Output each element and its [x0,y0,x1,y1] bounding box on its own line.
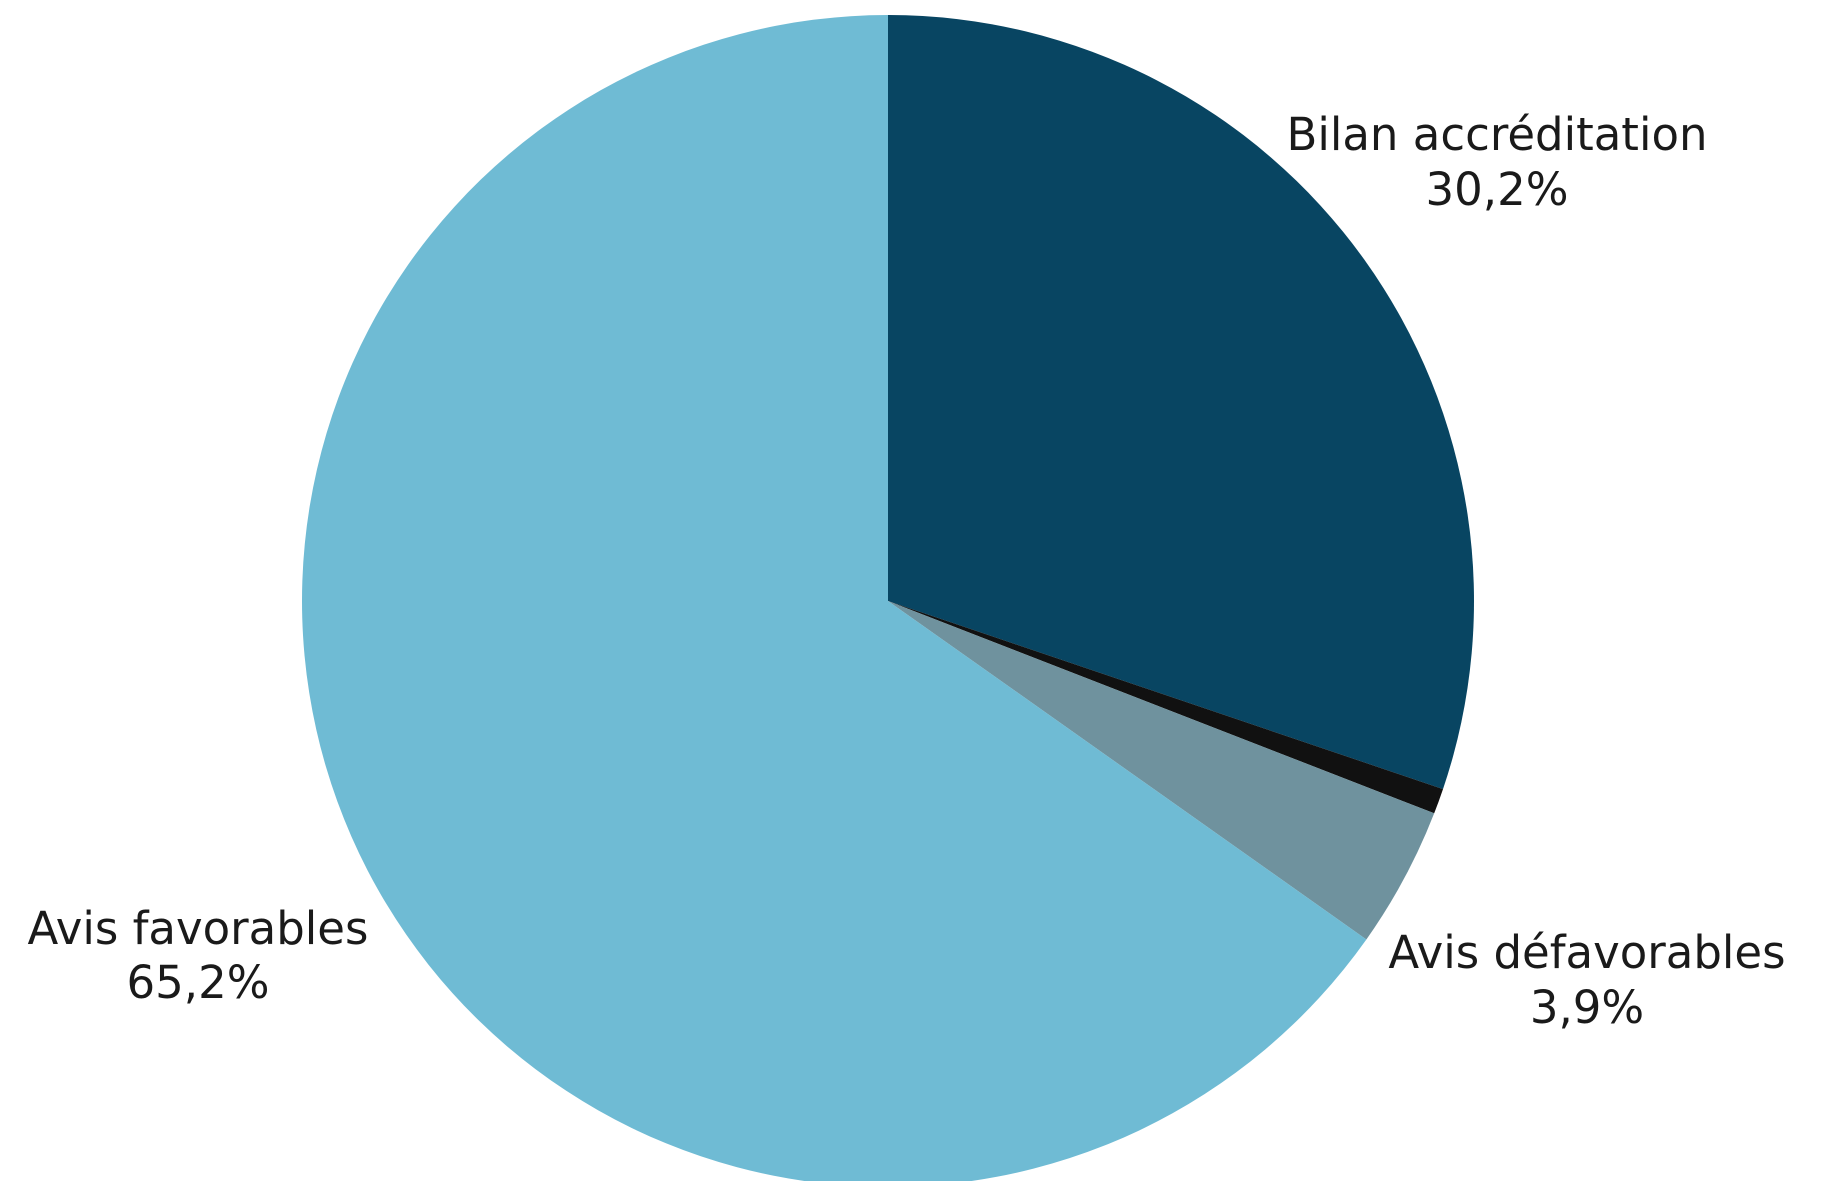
slice-value-avis-favorables: 65,2% [127,956,270,1009]
pie-slice-unlabeled [888,601,1443,814]
slice-value-avis-d-favorables: 3,9% [1530,981,1644,1034]
pie-slice-bilan-accr-ditation [888,15,1474,790]
slice-label-bilan-accr-ditation: Bilan accréditation [1286,108,1707,161]
slice-label-avis-favorables: Avis favorables [28,902,369,955]
pie-slice-avis-d-favorables [888,601,1435,940]
pie-slices [301,15,1474,1181]
pie-slice-avis-favorables [301,15,1367,1181]
slice-value-bilan-accr-ditation: 30,2% [1426,163,1569,216]
slice-label-avis-d-favorables: Avis défavorables [1388,926,1785,979]
